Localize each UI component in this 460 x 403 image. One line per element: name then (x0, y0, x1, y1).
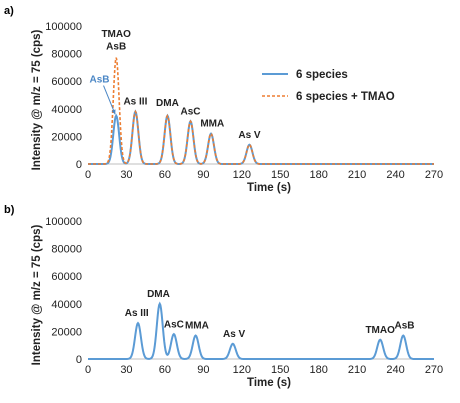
x-tick-label: 0 (85, 364, 91, 376)
x-tick-label: 270 (425, 364, 443, 376)
y-tick-label: 0 (76, 354, 82, 366)
x-tick-label: 180 (309, 169, 327, 181)
y-tick-label: 40000 (51, 299, 82, 311)
peak-label: MMA (185, 321, 209, 332)
x-tick-label: 150 (271, 364, 289, 376)
x-tick-label: 240 (386, 169, 404, 181)
x-tick-label: 60 (159, 169, 171, 181)
y-axis-title: Intensity @ m/z = 75 (cps) (31, 225, 43, 366)
y-tick-label: 80000 (51, 244, 82, 256)
peak-label: As V (223, 329, 246, 340)
peak-label: As V (238, 130, 261, 141)
peak-label: As III (125, 308, 149, 319)
panel-b: b) 0 20000 40000 60000 80000 100000 0 30 60 90 120 1… (4, 204, 443, 389)
legend-label: 6 species + TMAO (296, 91, 395, 103)
x-tick-label: 180 (309, 364, 327, 376)
x-tick-label: 30 (120, 364, 132, 376)
annotation-arrowhead (111, 109, 116, 115)
peak-label: TMAO (101, 29, 131, 40)
y-tick-label: 100000 (45, 216, 82, 228)
y-tick-label: 0 (76, 159, 82, 171)
y-tick-label: 20000 (51, 131, 82, 143)
x-tick-label: 270 (425, 169, 443, 181)
peak-label: MMA (200, 119, 224, 130)
x-tick-label: 210 (348, 169, 366, 181)
y-tick-label: 100000 (45, 21, 82, 33)
y-tick-label: 20000 (51, 326, 82, 338)
x-tick-label: 90 (197, 364, 209, 376)
peak-label: AsC (164, 319, 184, 330)
peak-label: DMA (156, 98, 179, 109)
y-tick-label: 40000 (51, 104, 82, 116)
peak-label: TMAO (365, 325, 395, 336)
peak-label: DMA (147, 289, 170, 300)
y-tick-label: 60000 (51, 271, 82, 283)
panel-label: b) (4, 204, 15, 216)
peak-label: AsB (90, 75, 110, 86)
x-tick-label: 240 (386, 364, 404, 376)
y-axis-title: Intensity @ m/z = 75 (cps) (31, 30, 43, 171)
peak-label: AsB (395, 321, 415, 332)
peak-label: AsB (106, 41, 126, 52)
x-axis-title: Time (s) (247, 377, 291, 389)
panel-a: a) 0 20000 40000 60000 80000 100000 0 30 60 90 120 1… (4, 5, 443, 194)
series-line (88, 57, 434, 165)
x-tick-label: 60 (159, 364, 171, 376)
y-tick-label: 60000 (51, 76, 82, 88)
series-line (88, 301, 434, 360)
x-tick-label: 30 (120, 169, 132, 181)
x-tick-label: 210 (348, 364, 366, 376)
annotation-arrow (103, 85, 116, 115)
peak-label: AsC (181, 106, 201, 117)
legend-label: 6 species (296, 69, 348, 81)
peak-label: As III (123, 97, 147, 108)
x-tick-label: 90 (197, 169, 209, 181)
series-line (88, 109, 434, 165)
y-tick-label: 80000 (51, 49, 82, 61)
panel-label: a) (4, 5, 14, 17)
x-tick-label: 150 (271, 169, 289, 181)
x-tick-label: 120 (233, 169, 251, 181)
x-tick-label: 120 (233, 364, 251, 376)
x-tick-label: 0 (85, 169, 91, 181)
x-axis-title: Time (s) (247, 182, 291, 194)
